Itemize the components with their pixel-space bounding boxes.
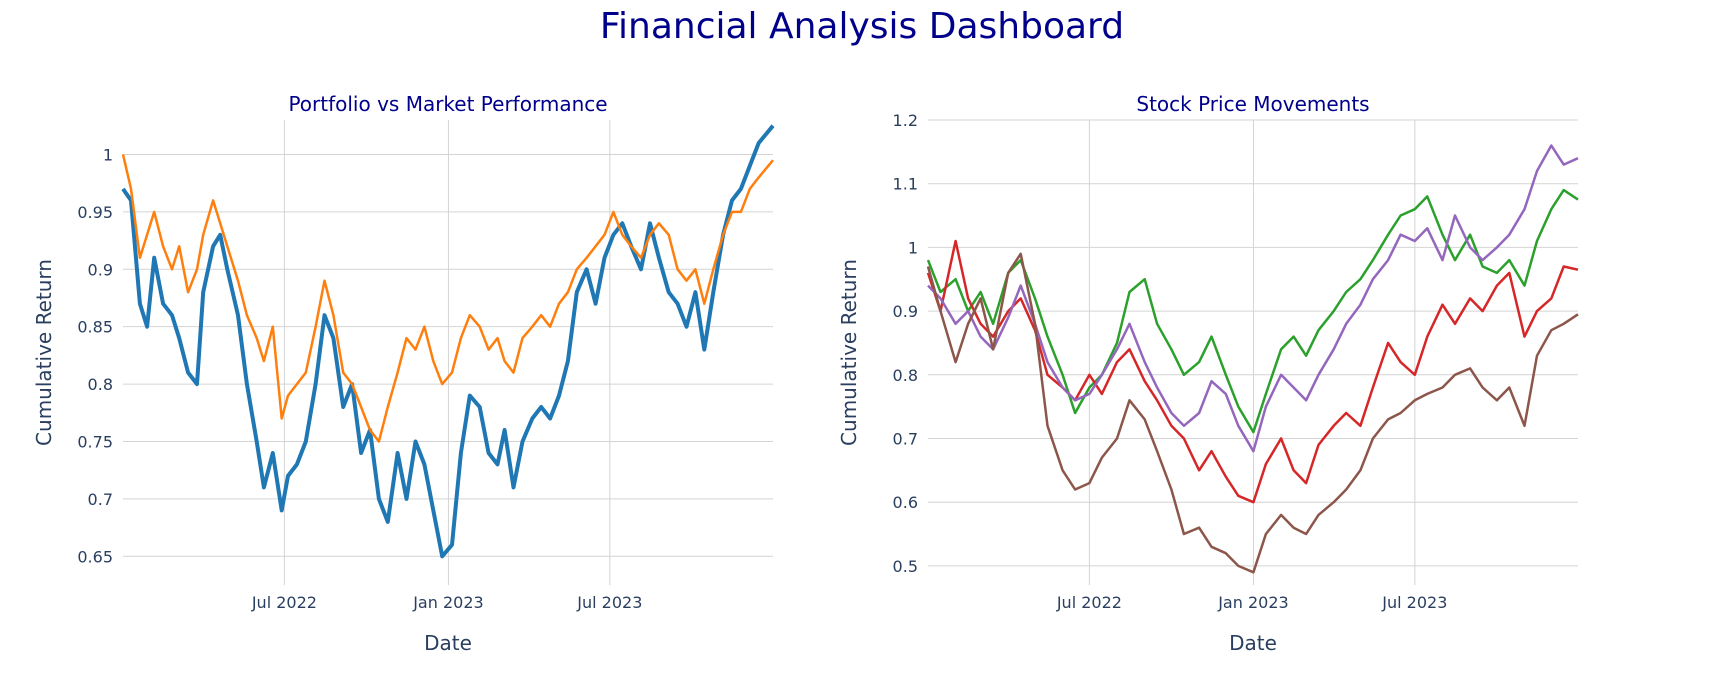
x-tick-label: Jan 2023 bbox=[412, 593, 483, 612]
y-tick-label: 1 bbox=[908, 238, 918, 257]
y-tick-label: 1 bbox=[103, 145, 113, 164]
series-line-1 bbox=[926, 188, 1579, 434]
y-tick-label: 0.9 bbox=[88, 260, 113, 279]
dashboard-title: Financial Analysis Dashboard bbox=[599, 6, 1125, 47]
y-tick-label: 0.5 bbox=[893, 557, 918, 576]
left-chart: 1 0.95 0.9 0.85 0.8 0.75 0.7 0.65 Jul 2022 Jan 20… bbox=[32, 92, 775, 655]
y-tick-label: 0.95 bbox=[77, 203, 113, 222]
chart-title: Stock Price Movements bbox=[1136, 92, 1369, 116]
y-tick-label: 0.8 bbox=[88, 375, 113, 394]
y-tick-label: 0.85 bbox=[77, 318, 113, 337]
y-tick-label: 0.7 bbox=[88, 490, 113, 509]
y-tick-label: 0.8 bbox=[893, 366, 918, 385]
y-axis-title: Cumulative Return bbox=[32, 259, 56, 446]
y-tick-label: 0.65 bbox=[77, 547, 113, 566]
y-tick-label: 1.1 bbox=[893, 175, 918, 194]
x-tick-label: Jul 2022 bbox=[251, 593, 317, 612]
x-tick-label: Jul 2023 bbox=[1381, 593, 1447, 612]
x-tick-label: Jul 2023 bbox=[576, 593, 642, 612]
series-line-2 bbox=[121, 154, 774, 443]
x-axis-title: Date bbox=[424, 631, 472, 655]
series-line-4 bbox=[926, 252, 1579, 574]
y-tick-label: 0.7 bbox=[893, 429, 918, 448]
x-axis-title: Date bbox=[1229, 631, 1277, 655]
y-tick-label: 0.75 bbox=[77, 432, 113, 451]
right-chart: 1.2 1.1 1 0.9 0.8 0.7 0.6 0.5 Jul 2022 Jan 2023 Ju… bbox=[837, 92, 1579, 655]
x-tick-label: Jan 2023 bbox=[1217, 593, 1288, 612]
x-tick-label: Jul 2022 bbox=[1056, 593, 1122, 612]
y-tick-label: 1.2 bbox=[893, 111, 918, 130]
y-axis-title: Cumulative Return bbox=[837, 259, 861, 446]
series-line-1 bbox=[121, 124, 775, 559]
chart-title: Portfolio vs Market Performance bbox=[288, 92, 607, 116]
y-tick-label: 0.9 bbox=[893, 302, 918, 321]
y-tick-label: 0.6 bbox=[893, 493, 918, 512]
